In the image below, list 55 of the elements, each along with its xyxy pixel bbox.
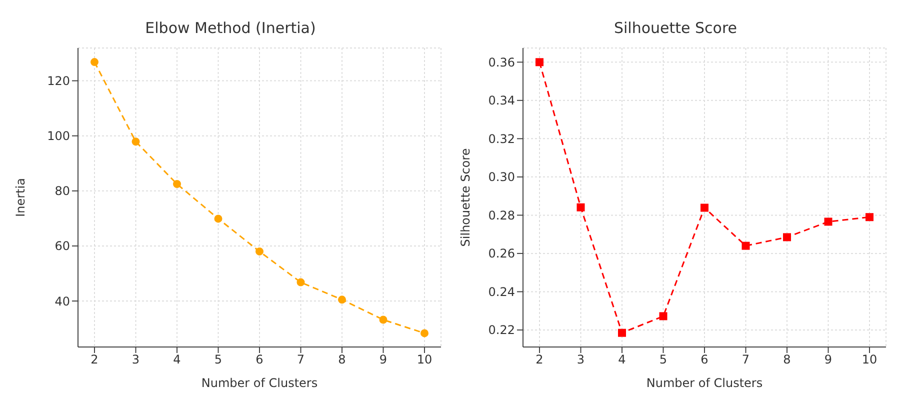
x-tick-label: 5 (214, 352, 222, 367)
x-tick-label: 3 (132, 352, 140, 367)
point (379, 316, 388, 324)
point (783, 233, 791, 242)
point (618, 328, 626, 337)
point (866, 213, 874, 222)
point (338, 296, 346, 304)
y-tick-label: 0.22 (488, 323, 515, 338)
y-tick-label: 40 (54, 294, 70, 308)
x-tick-label: 10 (416, 352, 432, 367)
x-tick-label: 9 (824, 352, 832, 367)
point (700, 204, 708, 212)
y-tick-label: 100 (47, 129, 70, 144)
y-tick-label: 0.24 (488, 284, 515, 299)
y-tick-label: 0.36 (488, 55, 515, 70)
point (173, 180, 181, 188)
point (420, 329, 428, 338)
x-tick-label: 5 (659, 352, 668, 367)
y-axis-title: Inertia (13, 178, 28, 217)
y-tick-label: 0.32 (488, 132, 515, 146)
point (576, 203, 585, 212)
point (296, 278, 305, 286)
x-tick-label: 2 (536, 352, 544, 367)
point (256, 247, 264, 256)
x-tick-label: 7 (296, 352, 305, 367)
y-axis-title: Silhouette Score (458, 148, 472, 247)
chart-title: Silhouette Score (612, 18, 738, 39)
x-tick-label: 4 (173, 352, 181, 367)
x-tick-label: 8 (338, 352, 346, 367)
x-tick-label: 10 (862, 352, 878, 367)
y-tick-label: 80 (54, 184, 70, 198)
x-axis-title: Number of Clusters (201, 376, 318, 390)
x-axis-title: Number of Clusters (646, 376, 763, 390)
point (824, 218, 832, 226)
x-tick-label: 4 (618, 352, 626, 367)
y-tick-label: 0.26 (488, 246, 515, 261)
x-tick-label: 6 (700, 352, 708, 367)
x-tick-label: 7 (742, 352, 750, 367)
x-tick-label: 8 (783, 352, 791, 367)
y-tick-label: 0.28 (488, 208, 515, 222)
y-tick-label: 120 (47, 74, 70, 88)
point (742, 242, 750, 250)
x-tick-label: 6 (256, 352, 264, 367)
x-tick-label: 2 (90, 352, 98, 367)
chart-title: Elbow Method (Inertia) (144, 18, 317, 39)
y-tick-label: 0.34 (488, 94, 515, 108)
point (536, 58, 544, 66)
point (659, 312, 668, 320)
point (90, 58, 98, 66)
point (132, 138, 140, 146)
y-tick-label: 60 (54, 239, 70, 254)
y-tick-label: 0.30 (488, 170, 515, 184)
point (214, 214, 222, 223)
x-tick-label: 9 (379, 352, 388, 367)
x-tick-label: 3 (576, 352, 585, 367)
